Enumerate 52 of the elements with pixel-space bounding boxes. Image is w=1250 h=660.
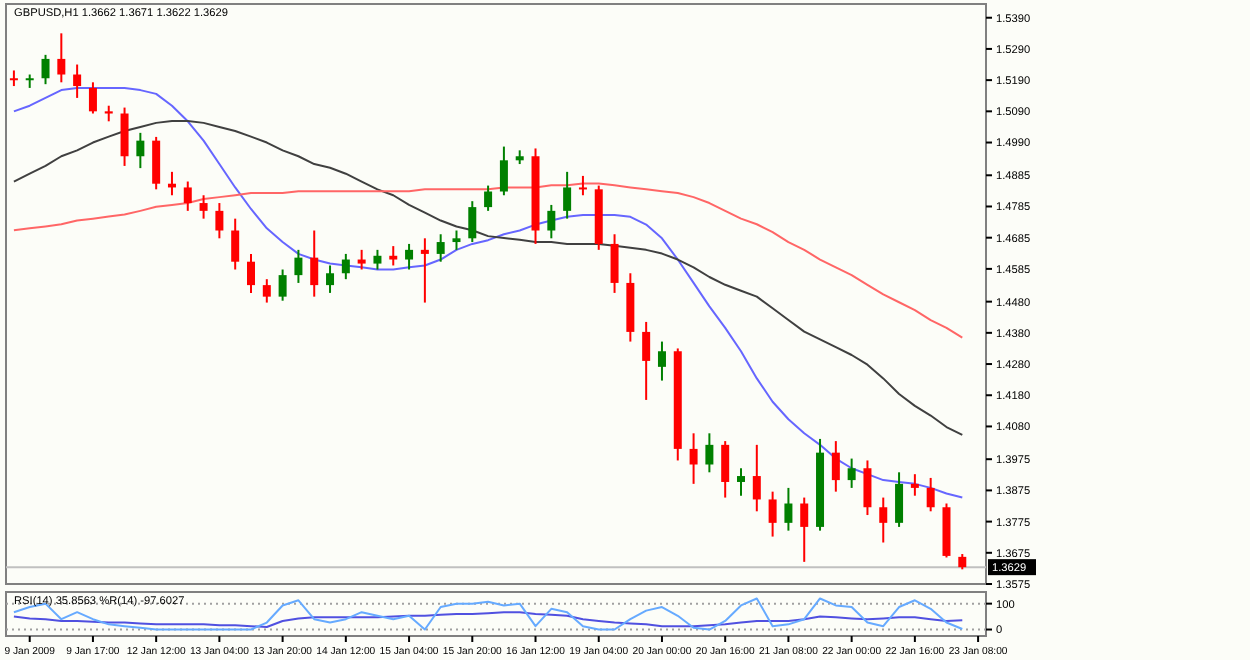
candlestick [452, 229, 461, 251]
candlestick [215, 202, 224, 240]
candlestick [294, 248, 303, 284]
candlestick [610, 233, 619, 294]
candlestick [199, 194, 208, 220]
candlestick [926, 476, 935, 513]
candlestick [737, 467, 745, 497]
candlestick [847, 457, 856, 489]
candlestick [278, 268, 287, 302]
candlestick [563, 170, 572, 220]
candlestick [326, 264, 335, 294]
candlestick [389, 245, 398, 267]
candlestick [705, 432, 714, 474]
candlestick [9, 69, 18, 88]
candlestick [136, 131, 145, 170]
candlestick [247, 252, 255, 294]
candlestick [231, 217, 240, 271]
candlestick [152, 135, 161, 191]
candlestick [721, 440, 730, 499]
candlestick [784, 486, 793, 532]
candlestick [73, 63, 82, 99]
candlestick [910, 473, 919, 497]
candlestick [436, 233, 445, 263]
candlestick [341, 252, 350, 281]
candlestick [183, 180, 192, 212]
candlestick [657, 340, 666, 382]
candlestick [800, 496, 809, 563]
candlestick [895, 471, 904, 528]
candlestick [484, 184, 493, 212]
candlestick [831, 440, 840, 493]
candlestick [57, 32, 66, 84]
candlestick [689, 432, 698, 485]
line-series [12, 597, 964, 631]
candlestick [88, 81, 97, 115]
candlestick [768, 490, 777, 538]
candlestick [373, 248, 382, 271]
candlestick [578, 174, 587, 197]
candlestick [120, 106, 129, 167]
candlestick [499, 145, 508, 197]
candlestick [468, 200, 477, 244]
candlestick [405, 242, 414, 271]
candlestick [547, 203, 556, 240]
line-series [12, 611, 964, 628]
candlestick [752, 443, 761, 513]
candlestick [41, 53, 50, 86]
candlestick [863, 459, 872, 517]
candlestick [420, 237, 429, 304]
candlestick [310, 229, 319, 298]
candlestick [262, 278, 271, 304]
candlestick [357, 248, 366, 271]
candlestick [879, 496, 888, 544]
candlestick [642, 320, 651, 401]
